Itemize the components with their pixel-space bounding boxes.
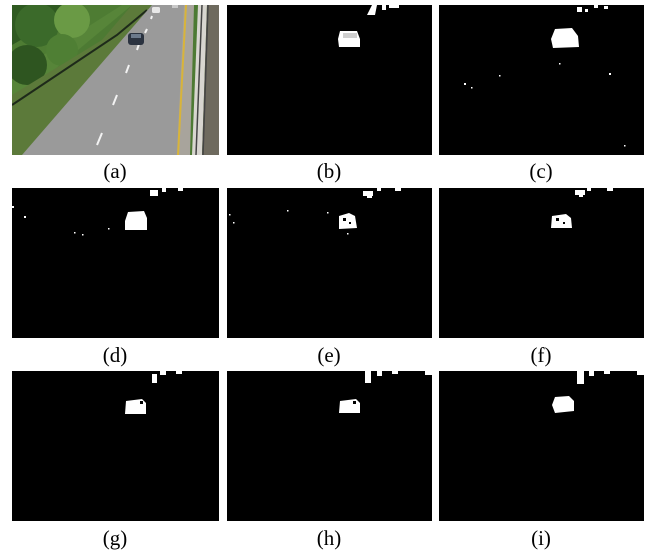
panel-i-mask (439, 371, 644, 521)
caption-b: (b) (316, 159, 342, 183)
panel-d-mask (12, 188, 219, 338)
caption-h: (h) (316, 526, 342, 550)
caption-d: (d) (102, 343, 128, 367)
panel-e-mask (227, 188, 432, 338)
caption-f: (f) (530, 343, 552, 367)
caption-c: (c) (529, 159, 553, 183)
caption-e: (e) (317, 343, 341, 367)
caption-a: (a) (103, 159, 127, 183)
panel-b-mask (227, 5, 432, 155)
panel-f-mask (439, 188, 644, 338)
panel-h-mask (227, 371, 432, 521)
caption-i: (i) (531, 526, 551, 550)
panel-c-mask (439, 5, 644, 155)
caption-g: (g) (102, 526, 128, 550)
panel-g-mask (12, 371, 219, 521)
panel-a-road-photo (12, 5, 219, 155)
